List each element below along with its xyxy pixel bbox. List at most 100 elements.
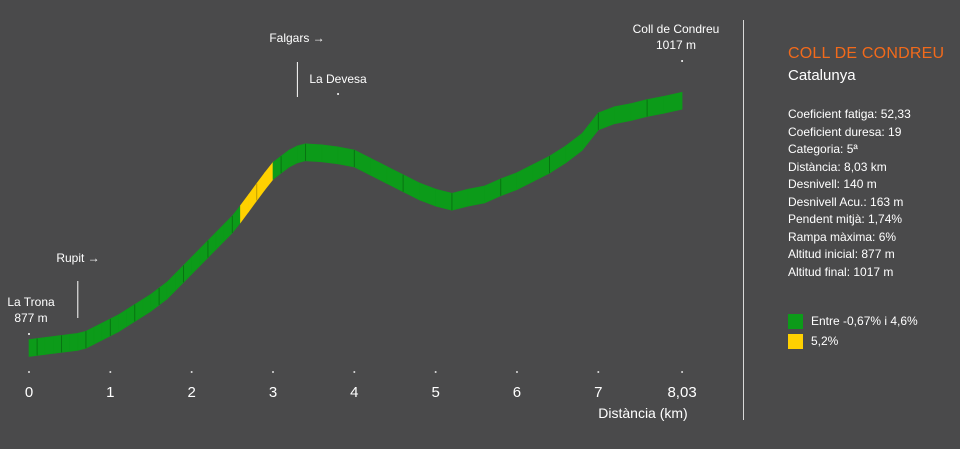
annotation-label: La Trona [7,295,55,309]
profile-segment [44,336,54,355]
profile-segment [158,281,168,306]
profile-segment [532,155,550,182]
stat-categoria: Categoria: 5ª [788,142,858,156]
annotation-elevation: 1017 m [656,38,696,52]
profile-segment [581,112,599,152]
legend-swatch-yellow [788,333,803,349]
profile-segment [248,182,258,213]
profile-segment [630,99,648,122]
profile-segment [28,338,38,357]
profile-segment [240,193,249,224]
stat-altitud-inicial: Altitud inicial: 877 m [788,247,895,261]
vertical-divider [743,20,744,420]
x-tick-mark [190,371,193,373]
x-tick-mark [353,371,356,373]
profile-segment [191,248,201,275]
x-tick-mark [515,371,518,373]
legend-label: Entre -0,67% i 4,6% [811,314,918,328]
profile-segment [516,163,534,191]
annotation-label: Coll de Condreu [633,22,720,36]
x-tick-mark [681,371,684,373]
stat-rampa-maxima: Rampa màxima: 6% [788,229,897,244]
profile-segment [646,96,664,117]
stat-coeficient-duresa: Coeficient duresa: 19 [788,124,902,139]
annotation-label: Rupit → [56,251,99,265]
elevation-profile-chart: La Trona 877 m Rupit → Falgars → La Devesa Co… [7,22,719,421]
profile-segment [36,337,46,356]
annotation-dot [28,333,30,335]
climb-region: Catalunya [788,67,856,84]
annotation-layer: La Trona 877 m Rupit → Falgars → La Devesa Co… [7,22,719,335]
annotation-dot [681,60,684,62]
x-tick-mark [109,371,112,373]
x-axis-label: Distància (km) [598,405,687,421]
x-tick-label: 7 [594,384,602,401]
profile-segment [85,326,95,349]
stat-altitud-final: Altitud final: 1017 m [788,264,894,279]
x-axis-ticks: 0 1 2 3 4 5 6 7 8,03 [25,371,697,401]
profile-segment [305,143,323,163]
profile-segment [354,149,371,176]
legend-item-green: Entre -0,67% i 4,6% [788,311,918,331]
x-tick-label: 6 [513,384,521,401]
profile-segment [53,335,62,354]
profile-segment [207,231,217,259]
profile-segment [280,149,290,174]
profile-segment [150,287,160,312]
x-tick-mark [434,371,437,373]
profile-segment [166,272,176,300]
profile-segment [549,145,567,174]
profile-segment [297,143,306,164]
annotation-elevation: 877 m [14,311,47,325]
x-tick-label: 4 [350,384,358,401]
climb-info-panel: COLL DE CONDREU Catalunya Coeficient fat… [788,44,958,281]
profile-segment [402,174,420,201]
profile-segment [215,223,225,251]
x-tick-label: 2 [187,384,195,401]
x-tick-mark [28,371,30,373]
profile-segment [61,334,70,353]
profile-segment [663,91,683,114]
x-tick-label: 8,03 [667,384,696,401]
stat-distancia: Distància: 8,03 km [788,159,887,174]
annotation-dot [337,93,340,95]
profile-segment [370,157,388,184]
profile-segment [175,264,184,292]
profile-segment [435,188,453,211]
legend-label: 5,2% [811,334,839,348]
profile-segment [256,171,266,202]
profile-segment [134,298,144,323]
x-tick-mark [597,371,600,373]
profile-segment [101,318,111,341]
profile-segment [93,322,103,345]
profile-segment [110,314,119,337]
annotation-label: La Devesa [309,72,367,86]
stat-desnivell: Desnivell: 140 m [788,177,877,191]
climb-stats: Coeficient fatiga: 52,33 Coeficient dure… [788,106,958,281]
profile-segment [199,239,209,267]
profile-segment [614,103,632,125]
profile-segment [598,106,615,131]
x-tick-label: 5 [431,384,439,401]
profile-segment [264,161,274,191]
profile-segment [386,165,404,193]
profile-segment [484,178,502,204]
stat-coeficient-fatiga: Coeficient fatiga: 52,33 [788,107,911,121]
profile-segment [500,172,518,197]
profile-segment [142,293,152,317]
legend-item-yellow: 5,2% [788,331,918,351]
profile-segment [467,185,485,207]
gradient-legend: Entre -0,67% i 4,6% 5,2% [788,311,918,351]
stat-pendent-mitja: Pendent mitjà: 1,74% [788,212,903,226]
stat-desnivell-acumulat: Desnivell Acu.: 163 m [788,194,904,209]
profile-segment [419,182,436,207]
climb-title: COLL DE CONDREU [788,45,945,62]
x-tick-label: 1 [106,384,114,401]
profile-segment [77,330,87,351]
profile-segment [118,309,127,333]
profile-segment [451,188,469,211]
profile-segment [223,215,233,242]
profile-segment [321,144,339,165]
profile-layer [28,91,683,357]
annotation-label: Falgars → [269,31,324,45]
